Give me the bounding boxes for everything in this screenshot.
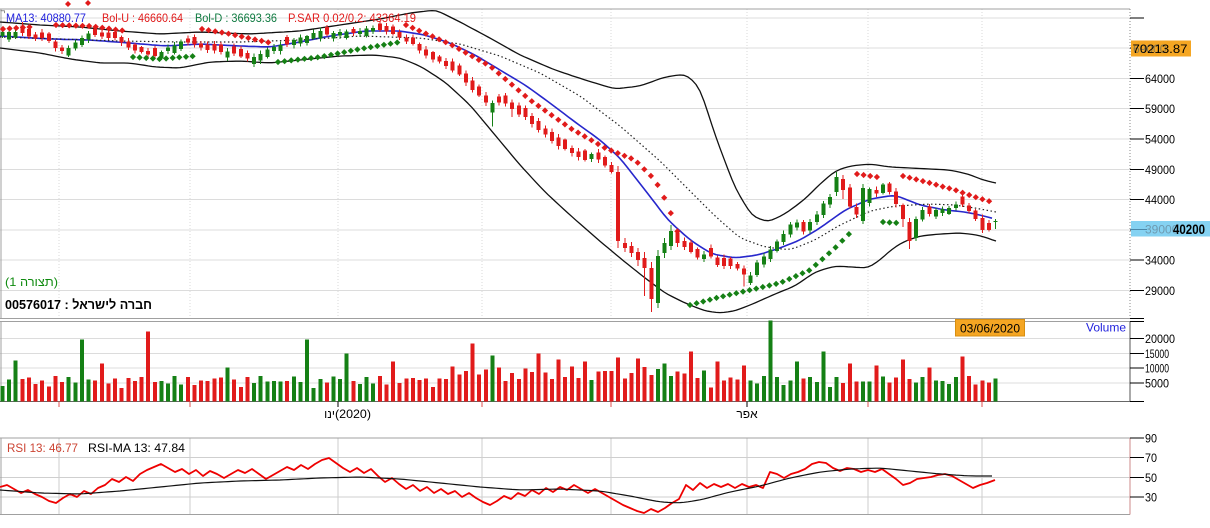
svg-text:70213.87: 70213.87 — [1133, 42, 1188, 56]
svg-text:Volume: Volume — [1086, 321, 1126, 335]
svg-text:15000: 15000 — [1145, 347, 1169, 361]
svg-text:54000: 54000 — [1145, 133, 1175, 147]
svg-text:49000: 49000 — [1145, 163, 1175, 177]
svg-text:(תצורה 1): (תצורה 1) — [5, 275, 58, 289]
svg-text:אפר: אפר — [736, 407, 758, 421]
svg-text:30: 30 — [1145, 491, 1157, 505]
svg-text:40200: 40200 — [1173, 222, 1205, 237]
svg-text:34000: 34000 — [1145, 254, 1175, 268]
svg-text:P.SAR 0.02/0.2: 43364.19: P.SAR 0.02/0.2: 43364.19 — [288, 11, 416, 25]
svg-text:50: 50 — [1145, 471, 1157, 485]
svg-text:5000: 5000 — [1145, 377, 1169, 391]
svg-text:69000: 69000 — [1133, 42, 1167, 56]
svg-text:90: 90 — [1145, 431, 1157, 445]
svg-text:RSI 13: 46.77: RSI 13: 46.77 — [7, 441, 78, 455]
svg-text:70: 70 — [1145, 451, 1157, 465]
svg-text:ינו: ינו — [324, 407, 335, 421]
svg-text:20000: 20000 — [1145, 332, 1175, 346]
svg-text:64000: 64000 — [1145, 72, 1175, 86]
svg-text:Bol-U : 46660.64: Bol-U : 46660.64 — [102, 11, 183, 25]
svg-text:¬: ¬ — [0, 6, 5, 16]
svg-text:חברה לישראל : 00576017: חברה לישראל : 00576017 — [5, 297, 152, 312]
svg-text:MA13: 40880.77: MA13: 40880.77 — [6, 11, 86, 25]
svg-text:RSI-MA 13: 47.84: RSI-MA 13: 47.84 — [88, 441, 185, 455]
svg-text:03/06/2020: 03/06/2020 — [960, 322, 1020, 336]
svg-text:29000: 29000 — [1145, 284, 1175, 298]
svg-text:10000: 10000 — [1145, 362, 1169, 376]
svg-text:44000: 44000 — [1145, 193, 1175, 207]
svg-text:39000: 39000 — [1145, 222, 1179, 236]
svg-text:Bol-D : 36693.36: Bol-D : 36693.36 — [195, 11, 277, 25]
svg-text:(2020): (2020) — [335, 407, 371, 421]
svg-text:59000: 59000 — [1145, 102, 1175, 116]
